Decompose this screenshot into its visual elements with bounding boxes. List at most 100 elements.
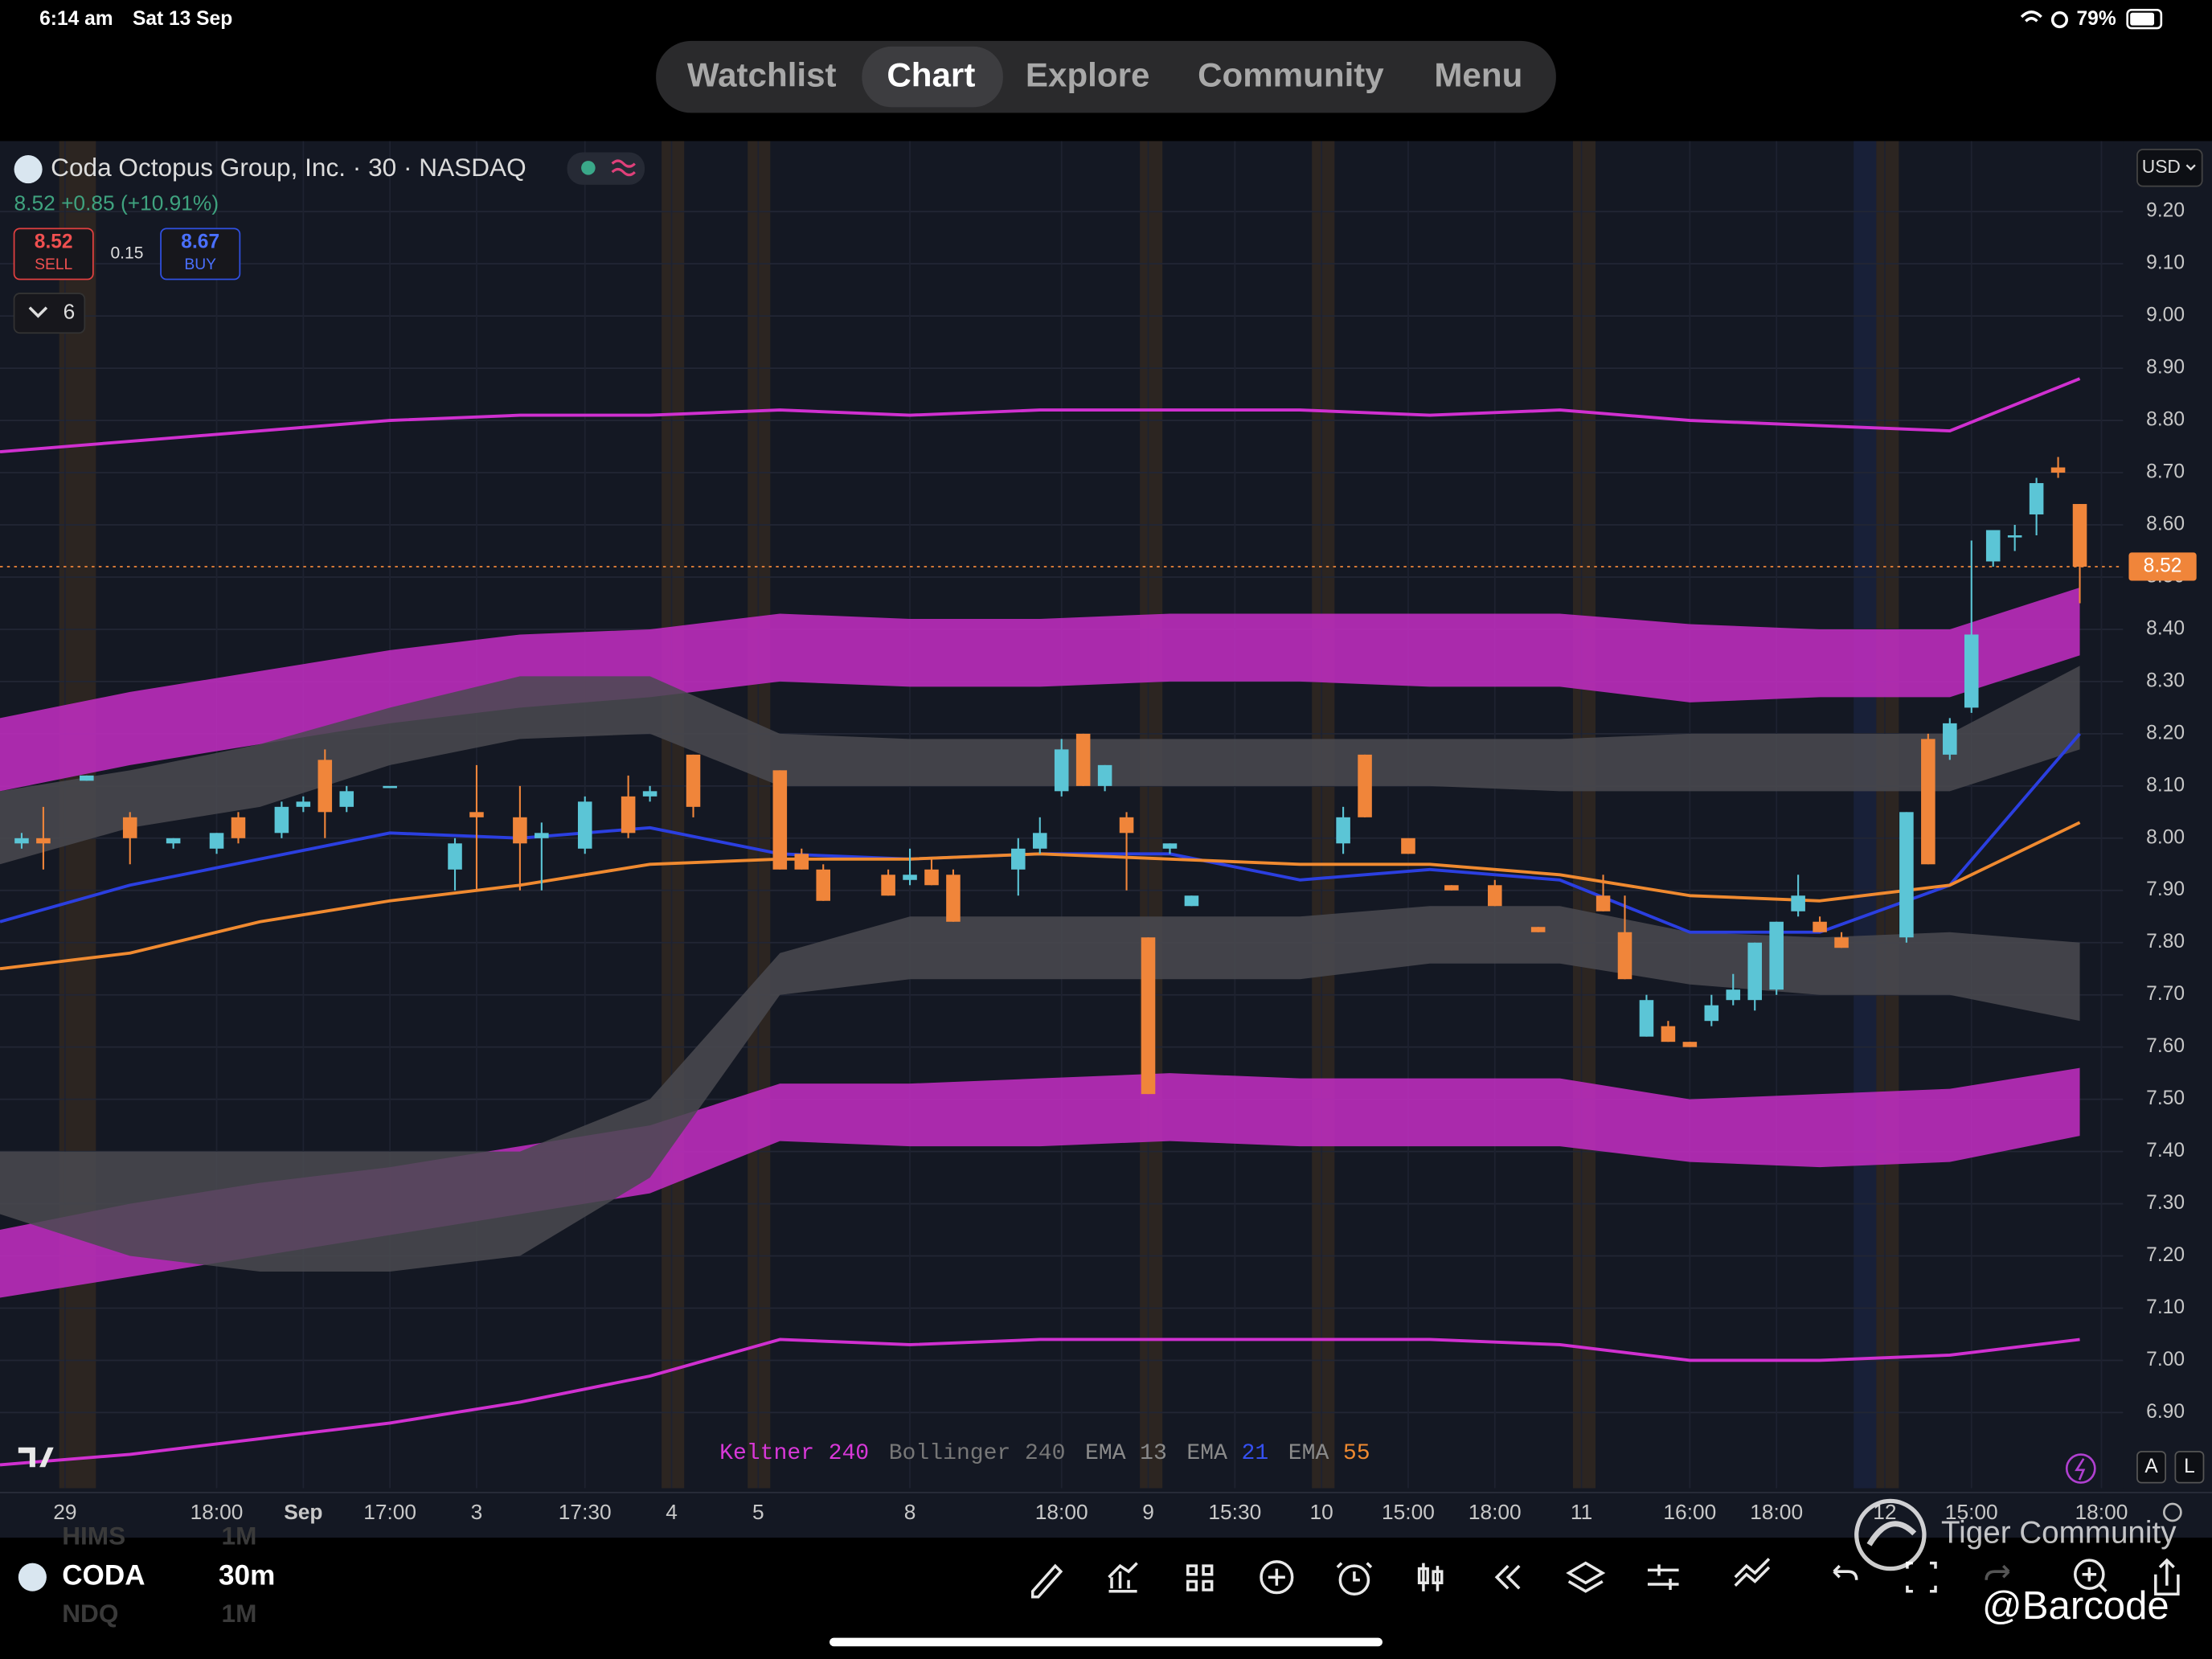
last-price-box bbox=[2128, 552, 2197, 581]
candle-body bbox=[1726, 989, 1741, 1001]
replay-icon[interactable] bbox=[2065, 1453, 2096, 1484]
x-tick-label: 10 bbox=[1310, 1500, 1333, 1524]
candle-body bbox=[383, 785, 397, 789]
stripe bbox=[1140, 141, 1163, 1489]
nav-tab[interactable]: Community bbox=[1198, 56, 1384, 94]
candle-body bbox=[166, 838, 181, 844]
candle-body bbox=[1617, 932, 1632, 980]
y-tick-label: 8.20 bbox=[2146, 722, 2185, 743]
status-pill bbox=[567, 152, 645, 185]
nav-tab[interactable]: Menu bbox=[1434, 56, 1522, 94]
sell-button[interactable] bbox=[13, 227, 94, 281]
alert-tool[interactable] bbox=[1338, 1564, 1370, 1596]
status-dot bbox=[581, 161, 596, 175]
undo[interactable] bbox=[1833, 1564, 1858, 1580]
band bbox=[0, 587, 2080, 792]
y-tick-label: 8.30 bbox=[2146, 670, 2185, 691]
scale-button[interactable] bbox=[2136, 1451, 2166, 1484]
watermark-handle: @Barcode bbox=[1982, 1584, 2169, 1628]
candle-body bbox=[1704, 1005, 1719, 1022]
home-indicator bbox=[830, 1637, 1382, 1647]
indicator-line bbox=[0, 1337, 2080, 1467]
legend-name: EMA bbox=[1085, 1441, 1126, 1466]
y-tick-label: 9.20 bbox=[2146, 200, 2185, 222]
wifi-icon bbox=[2020, 10, 2042, 23]
clock: 6:14 am bbox=[39, 8, 113, 30]
buy-price: 8.67 bbox=[181, 231, 219, 252]
watch-symbol: NDQ bbox=[62, 1599, 118, 1628]
candle-body bbox=[535, 833, 549, 838]
watch-interval: 1M bbox=[222, 1599, 257, 1628]
zoom[interactable] bbox=[2073, 1559, 2105, 1590]
band bbox=[0, 1067, 2080, 1298]
candle-body bbox=[513, 817, 527, 844]
y-tick-label: 6.90 bbox=[2146, 1401, 2185, 1423]
lock-icon bbox=[2050, 11, 2068, 29]
battery-level: 79% bbox=[2077, 8, 2116, 30]
indicator-line bbox=[0, 821, 2081, 971]
candle-body bbox=[1921, 739, 1936, 865]
compare-tool[interactable] bbox=[1734, 1558, 1771, 1587]
candle-body bbox=[1899, 812, 1914, 938]
buy-button[interactable] bbox=[160, 227, 241, 281]
chevron bbox=[2185, 164, 2196, 171]
candle-body bbox=[317, 760, 333, 813]
y-tick-label: 8.00 bbox=[2146, 826, 2185, 848]
indicators-tool[interactable] bbox=[1108, 1562, 1138, 1593]
y-tick-label: 8.80 bbox=[2146, 409, 2185, 431]
quote: 8.52 +0.85 (+10.91%) bbox=[14, 190, 219, 215]
settings-tool[interactable] bbox=[1647, 1564, 1679, 1590]
currency-button[interactable] bbox=[2136, 149, 2203, 187]
indicator-toggle[interactable] bbox=[13, 293, 86, 334]
interval[interactable]: 30m bbox=[219, 1559, 275, 1591]
logo bbox=[14, 155, 43, 184]
candle-body bbox=[1097, 764, 1112, 786]
settings-icon bbox=[2163, 1502, 2182, 1522]
candle-body bbox=[924, 869, 939, 886]
nav-tab[interactable]: Chart bbox=[887, 56, 975, 94]
y-tick-label: 9.10 bbox=[2146, 252, 2185, 274]
candle-body bbox=[1964, 634, 1979, 708]
nav-tab[interactable]: Explore bbox=[1026, 56, 1149, 94]
candle-body bbox=[642, 791, 657, 797]
candle-body bbox=[816, 869, 831, 901]
symbol-title: Coda Octopus Group, Inc. · 30 · NASDAQ bbox=[51, 153, 526, 182]
y-tick-label: 7.70 bbox=[2146, 983, 2185, 1005]
candle-body bbox=[1184, 895, 1199, 907]
layers-tool[interactable] bbox=[1566, 1561, 1606, 1593]
candle-tool[interactable] bbox=[1417, 1563, 1444, 1591]
candle-body bbox=[209, 833, 224, 849]
legend-name: Keltner bbox=[719, 1441, 814, 1466]
legend-param: 13 bbox=[1140, 1441, 1167, 1466]
watermark-mark bbox=[1866, 1521, 1917, 1546]
candle-body bbox=[1639, 1000, 1654, 1037]
nav-tab[interactable]: Watchlist bbox=[687, 56, 837, 94]
stripe bbox=[1876, 141, 1899, 1489]
add-tool[interactable] bbox=[1260, 1560, 1294, 1595]
x-tick-label: 17:30 bbox=[559, 1500, 612, 1524]
x-tick-label: 18:00 bbox=[190, 1500, 244, 1524]
x-tick-label: 15:00 bbox=[1945, 1500, 1998, 1524]
date: Sat 13 Sep bbox=[133, 8, 232, 30]
candle-body bbox=[1401, 838, 1415, 854]
wave-icon bbox=[611, 159, 636, 177]
share[interactable] bbox=[2154, 1558, 2180, 1596]
y-tick-label: 8.60 bbox=[2146, 513, 2185, 535]
replay-tool[interactable] bbox=[1494, 1564, 1521, 1590]
candle-body bbox=[80, 775, 94, 781]
x-tick-label: 5 bbox=[752, 1500, 764, 1524]
candle-body bbox=[1834, 937, 1849, 948]
band bbox=[0, 906, 2080, 1272]
draw-tool[interactable] bbox=[1030, 1563, 1063, 1599]
candle-body bbox=[903, 875, 917, 880]
redo[interactable] bbox=[1985, 1564, 2010, 1580]
symbol[interactable]: CODA bbox=[62, 1559, 145, 1591]
layout-tool[interactable] bbox=[1186, 1564, 1214, 1591]
legend-param: 240 bbox=[1025, 1441, 1066, 1466]
candle-body bbox=[14, 838, 29, 844]
x-tick-label: 18:00 bbox=[2075, 1500, 2128, 1524]
nav-selected bbox=[862, 46, 1003, 108]
candle-body bbox=[1119, 817, 1134, 834]
scale-button[interactable] bbox=[2174, 1451, 2205, 1484]
